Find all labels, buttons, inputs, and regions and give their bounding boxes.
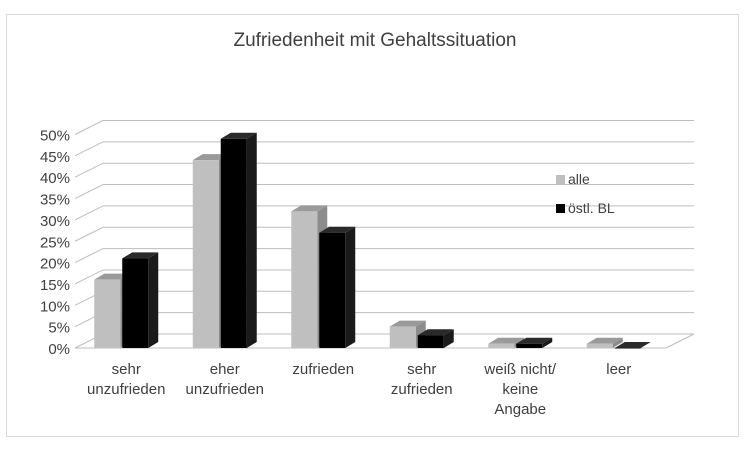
gridline-depth bbox=[74, 226, 104, 242]
bar-alle bbox=[586, 343, 613, 348]
bar-top bbox=[291, 205, 328, 212]
y-tick-label: 40% bbox=[40, 170, 70, 187]
bar-oestl-bl bbox=[516, 343, 543, 348]
bar-alle bbox=[94, 279, 121, 348]
y-tick-label: 45% bbox=[40, 149, 70, 166]
gridline-depth bbox=[74, 269, 104, 285]
y-tick-label: 30% bbox=[40, 213, 70, 230]
bar-alle bbox=[389, 326, 416, 348]
bar-top bbox=[389, 320, 426, 327]
category-label: sehr bbox=[407, 361, 436, 378]
bar-side bbox=[443, 329, 454, 348]
bar-side bbox=[148, 252, 159, 348]
bar-top bbox=[192, 154, 229, 161]
y-tick-label: 20% bbox=[40, 256, 70, 273]
gridline-depth bbox=[74, 141, 104, 157]
category-label: keine bbox=[502, 381, 538, 398]
y-tick-label: 25% bbox=[40, 234, 70, 251]
chart-title: Zufriedenheit mit Gehaltssituation bbox=[233, 30, 517, 51]
bar-side bbox=[345, 226, 356, 348]
bar-top bbox=[122, 252, 159, 259]
category-label: zufrieden bbox=[391, 381, 453, 398]
gridline-depth bbox=[74, 120, 104, 135]
legend-label: alle bbox=[568, 171, 590, 187]
category-label: leer bbox=[606, 361, 631, 378]
bar-top bbox=[417, 329, 454, 336]
bar-top bbox=[614, 342, 651, 348]
bar-oestl-bl bbox=[319, 232, 346, 348]
bar-side bbox=[542, 337, 553, 348]
bar-oestl-bl bbox=[220, 138, 247, 348]
y-tick-label: 5% bbox=[48, 320, 70, 337]
bar-alle bbox=[488, 343, 515, 348]
bar-top bbox=[586, 337, 623, 344]
category-label: eher bbox=[210, 361, 240, 378]
bar-oestl-bl bbox=[122, 258, 149, 348]
bar-alle bbox=[192, 160, 219, 348]
floor-side-edge bbox=[665, 333, 695, 349]
bar-top bbox=[220, 132, 257, 139]
legend-label: östl. BL bbox=[568, 200, 615, 216]
y-tick-label: 0% bbox=[48, 341, 70, 358]
category-label: weiß nicht/ bbox=[483, 361, 557, 378]
chart-frame bbox=[6, 14, 739, 437]
bar-side bbox=[612, 337, 623, 348]
gridline-depth bbox=[74, 162, 104, 178]
y-tick-label: 15% bbox=[40, 277, 70, 294]
bar-top bbox=[488, 337, 525, 344]
bar-top bbox=[94, 273, 131, 280]
y-tick-label: 10% bbox=[40, 298, 70, 315]
y-tick-label: 35% bbox=[40, 192, 70, 209]
y-tick-label: 50% bbox=[40, 128, 70, 145]
category-label: zufrieden bbox=[292, 361, 354, 378]
category-label: unzufrieden bbox=[87, 381, 165, 398]
category-label: sehr bbox=[112, 361, 141, 378]
legend-swatch bbox=[556, 175, 565, 184]
bar-oestl-bl bbox=[417, 335, 444, 348]
category-label: Angabe bbox=[494, 401, 546, 418]
legend-swatch bbox=[556, 204, 565, 213]
category-label: unzufrieden bbox=[186, 381, 264, 398]
gridline-depth bbox=[74, 184, 104, 199]
bar-oestl-bl bbox=[614, 348, 641, 349]
bar-alle bbox=[291, 211, 318, 348]
gridline-depth bbox=[74, 205, 104, 221]
bar-top bbox=[516, 337, 553, 344]
bar-side bbox=[246, 132, 257, 348]
gridline-depth bbox=[74, 248, 104, 264]
bar-top bbox=[319, 226, 356, 233]
